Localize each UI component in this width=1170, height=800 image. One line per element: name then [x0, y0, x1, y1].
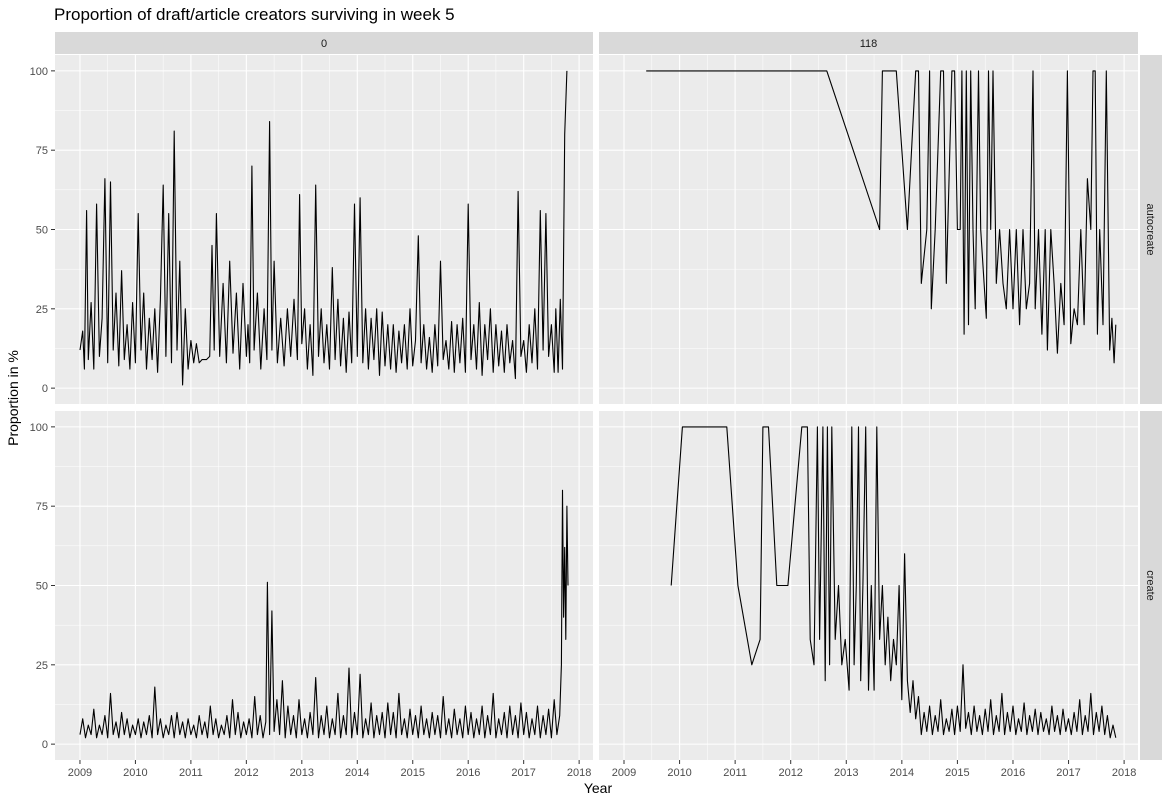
- panel-118-autocreate: [599, 55, 1138, 404]
- y-tick-label: 100: [30, 66, 48, 78]
- x-tick-label: 2011: [723, 767, 747, 779]
- x-tick-label: 2014: [890, 767, 914, 779]
- facet-strip-top-1: [599, 32, 1138, 54]
- series-line-0-autocreate: [79, 70, 568, 386]
- series-line-118-create: [670, 426, 1117, 739]
- x-tick-label: 2009: [68, 767, 92, 779]
- facet-strip-label-row-0: autocreate: [1144, 204, 1156, 256]
- x-tick-label: 2018: [567, 767, 591, 779]
- facet-strip-top-0: [55, 32, 593, 54]
- x-tick-label: 2012: [234, 767, 258, 779]
- chart-title: Proportion of draft/article creators sur…: [54, 5, 455, 24]
- facet-strip-label-col-0: 0: [321, 38, 327, 50]
- y-tick-label: 25: [36, 660, 48, 672]
- x-axis-title: Year: [584, 780, 613, 796]
- x-tick-label: 2013: [834, 767, 858, 779]
- x-tick-label: 2017: [511, 767, 535, 779]
- x-tick-label: 2011: [179, 767, 203, 779]
- facet-strip-right-0: [1140, 55, 1162, 404]
- panel-118-create: [599, 411, 1138, 760]
- y-tick-label: 0: [42, 383, 48, 395]
- x-tick-label: 2016: [1001, 767, 1025, 779]
- series-line-118-autocreate: [646, 70, 1117, 364]
- x-tick-label: 2014: [345, 767, 369, 779]
- facet-strip-label-col-1: 118: [860, 38, 878, 50]
- x-tick-label: 2012: [778, 767, 802, 779]
- x-tick-label: 2017: [1056, 767, 1080, 779]
- facet-panels: 0 118 autocreate create 0 25 50 75 100 0 25 50 75 100…: [30, 32, 1162, 779]
- x-tick-label: 2015: [401, 767, 425, 779]
- series-line-0-create: [79, 489, 569, 739]
- x-tick-label: 2010: [123, 767, 147, 779]
- x-tick-label: 2009: [612, 767, 636, 779]
- y-tick-label: 75: [36, 501, 48, 513]
- x-tick-label: 2010: [667, 767, 691, 779]
- panel-0-autocreate: [55, 55, 593, 404]
- x-tick-label: 2018: [1112, 767, 1136, 779]
- y-tick-label: 50: [36, 225, 48, 237]
- y-tick-label: 0: [42, 739, 48, 751]
- facet-strip-label-row-1: create: [1144, 570, 1156, 601]
- y-tick-label: 25: [36, 304, 48, 316]
- x-tick-label: 2013: [290, 767, 314, 779]
- x-tick-label: 2015: [945, 767, 969, 779]
- facet-strip-right-1: [1140, 411, 1162, 760]
- panel-0-create: [55, 411, 593, 760]
- y-tick-label: 50: [36, 581, 48, 593]
- y-tick-label: 100: [30, 422, 48, 434]
- y-axis-title: Proportion in %: [5, 350, 21, 446]
- y-tick-label: 75: [36, 145, 48, 157]
- x-tick-label: 2016: [456, 767, 480, 779]
